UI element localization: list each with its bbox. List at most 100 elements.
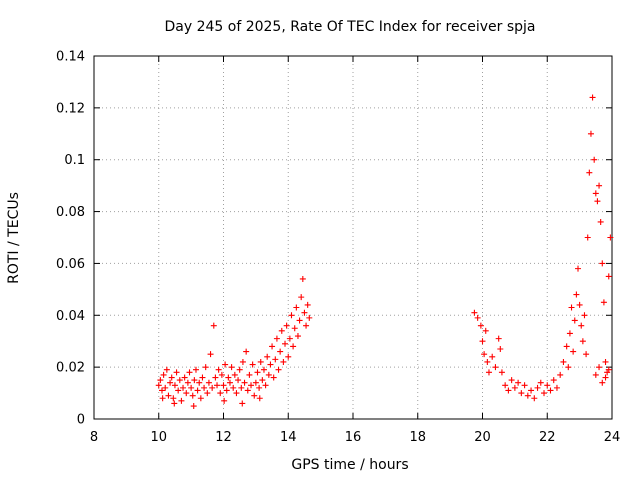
data-point — [170, 395, 177, 402]
data-point — [515, 379, 522, 386]
data-point — [492, 364, 499, 371]
data-point — [550, 377, 557, 384]
data-point — [215, 366, 222, 373]
data-point — [303, 322, 310, 329]
y-tick-label: 0.04 — [56, 309, 85, 324]
data-point — [252, 379, 259, 386]
data-point — [190, 403, 197, 410]
data-point — [254, 369, 261, 376]
data-point — [497, 345, 504, 352]
data-point — [592, 190, 599, 197]
x-tick-label: 16 — [345, 430, 362, 445]
data-point — [269, 343, 276, 350]
data-point — [528, 387, 535, 394]
y-tick-label: 0 — [77, 413, 85, 428]
data-point — [602, 374, 609, 381]
data-point — [222, 361, 229, 368]
data-point — [173, 369, 180, 376]
data-point — [171, 400, 178, 407]
data-point — [205, 379, 212, 386]
x-tick-label: 18 — [409, 430, 426, 445]
data-point — [531, 395, 538, 402]
x-tick-label: 24 — [604, 430, 621, 445]
data-point — [280, 358, 287, 365]
data-point — [260, 366, 267, 373]
data-point — [273, 335, 280, 342]
data-point — [241, 379, 248, 386]
data-point — [306, 314, 313, 321]
data-point — [484, 358, 491, 365]
data-point — [155, 382, 162, 389]
grid-lines — [94, 56, 612, 419]
data-point — [584, 234, 591, 241]
data-point — [176, 377, 183, 384]
data-point — [498, 369, 505, 376]
data-point — [265, 371, 272, 378]
data-point — [587, 130, 594, 137]
data-point — [228, 364, 235, 371]
data-point — [233, 390, 240, 397]
data-point — [159, 395, 166, 402]
y-tick-label: 0.02 — [56, 361, 85, 376]
y-axis-label: ROTI / TECUs — [6, 192, 22, 284]
data-point — [286, 335, 293, 342]
data-point — [583, 351, 590, 358]
data-point — [194, 387, 201, 394]
data-point — [571, 317, 578, 324]
y-tick-label: 0.08 — [56, 205, 85, 220]
data-point — [511, 384, 518, 391]
data-point — [298, 294, 305, 301]
data-point — [581, 312, 588, 319]
data-point — [594, 198, 601, 205]
x-tick-label: 20 — [474, 430, 491, 445]
data-point — [283, 322, 290, 329]
data-point — [231, 371, 238, 378]
data-point — [560, 358, 567, 365]
data-point — [275, 366, 282, 373]
data-point — [502, 382, 509, 389]
data-point — [207, 351, 214, 358]
data-point — [181, 374, 188, 381]
data-point — [602, 358, 609, 365]
data-point — [212, 374, 219, 381]
data-point — [220, 382, 227, 389]
data-point — [196, 379, 203, 386]
data-point — [563, 343, 570, 350]
data-point — [505, 387, 512, 394]
data-point — [246, 371, 253, 378]
data-point — [591, 156, 598, 163]
data-point — [596, 182, 603, 189]
data-point — [189, 392, 196, 399]
data-point — [277, 348, 284, 355]
data-point — [481, 351, 488, 358]
data-point — [225, 374, 232, 381]
data-point — [210, 322, 217, 329]
data-point — [251, 392, 258, 399]
data-point — [272, 356, 279, 363]
data-point — [209, 384, 216, 391]
data-point — [482, 327, 489, 334]
data-point — [248, 382, 255, 389]
data-point — [163, 366, 170, 373]
y-tick-label: 0.06 — [56, 257, 85, 272]
data-point — [204, 390, 211, 397]
data-point — [568, 304, 575, 311]
data-point — [599, 379, 606, 386]
data-point — [575, 265, 582, 272]
data-point — [607, 234, 614, 241]
data-point — [508, 377, 515, 384]
data-point — [479, 338, 486, 345]
data-point — [605, 366, 612, 373]
x-axis-label: GPS time / hours — [291, 457, 408, 473]
data-point — [214, 382, 221, 389]
data-point — [553, 384, 560, 391]
data-point — [301, 309, 308, 316]
x-tick-label: 22 — [539, 430, 556, 445]
data-point — [537, 379, 544, 386]
chart-title: Day 245 of 2025, Rate Of TEC Index for r… — [164, 19, 535, 35]
data-point — [589, 94, 596, 101]
data-point — [230, 384, 237, 391]
data-point — [171, 382, 178, 389]
data-point — [471, 309, 478, 316]
